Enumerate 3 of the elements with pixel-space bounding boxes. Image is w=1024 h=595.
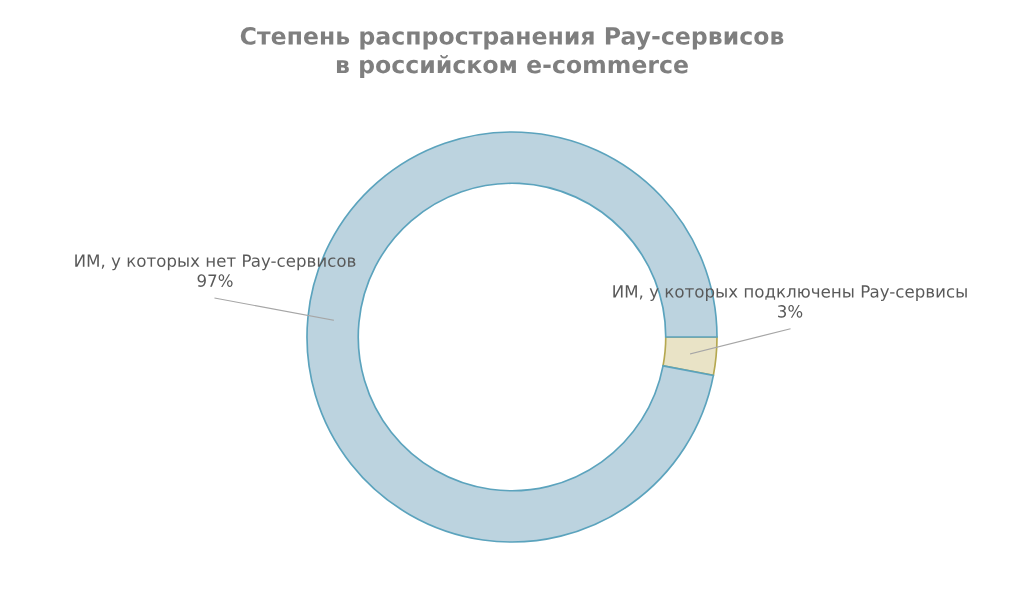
data-label: 3% [778, 305, 803, 318]
data-label: 97% [197, 274, 233, 287]
chart-title: Степень распространения Pay-сервисов в российском e-commerce [240, 27, 784, 78]
